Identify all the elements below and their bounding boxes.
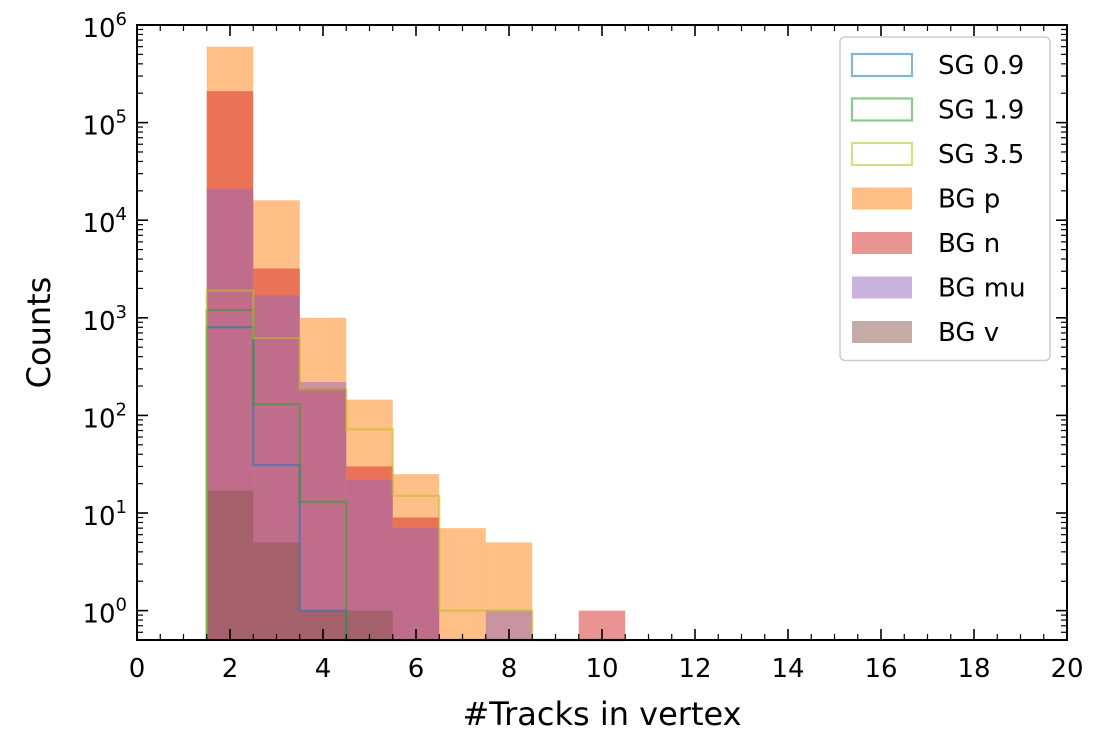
x-axis-label: #Tracks in vertex	[462, 695, 741, 733]
x-tick-label: 14	[771, 654, 804, 684]
y-tick-label: 100	[82, 595, 127, 630]
y-tick-label-exponent: 1	[116, 497, 127, 518]
legend-item-sg-1-9: SG 1.9	[850, 96, 1024, 126]
legend-swatch-bg-n	[852, 232, 912, 254]
y-tick-label: 106	[82, 9, 127, 44]
y-tick-label-exponent: 0	[116, 595, 127, 616]
legend-swatch-sg-3-5	[850, 141, 914, 167]
legend-swatch-sg-0-9	[850, 52, 914, 78]
y-tick-label-base: 10	[82, 112, 115, 142]
legend-item-bg-mu: BG mu	[852, 274, 1026, 304]
x-tick-label: 20	[1050, 654, 1083, 684]
x-tick-label: 16	[864, 654, 897, 684]
bar-bg-v-bin-1	[253, 542, 300, 640]
bar-bg-mu-bin-2	[299, 381, 347, 640]
x-tick-label: 4	[315, 654, 332, 684]
y-tick-label-base: 10	[82, 600, 115, 630]
y-tick-label-exponent: 4	[116, 204, 127, 225]
x-tick-label: 0	[129, 654, 146, 684]
y-tick-label-exponent: 2	[116, 399, 127, 420]
legend-label-bg-p: BG p	[938, 185, 1000, 215]
x-tick-label: 8	[501, 654, 518, 684]
legend-label-sg-1-9: SG 1.9	[938, 96, 1024, 126]
legend-item-sg-3-5: SG 3.5	[850, 140, 1024, 170]
legend-label-bg-mu: BG mu	[938, 274, 1026, 304]
x-tick-label: 10	[585, 654, 618, 684]
bar-bg-v-bin-0	[206, 490, 254, 640]
x-tick-label: 12	[678, 654, 711, 684]
bar-bg-p-bin-5	[439, 528, 486, 640]
y-tick-label-exponent: 3	[116, 302, 127, 323]
y-tick-label-base: 10	[82, 404, 115, 434]
legend-items: SG 0.9 SG 1.9 SG 3.5 BG p BG n BG mu BG v	[850, 51, 1026, 348]
legend-swatch-bg-mu	[852, 276, 912, 299]
legend-item-sg-0-9: SG 0.9	[850, 51, 1024, 81]
legend-label-bg-n: BG n	[938, 229, 1000, 259]
x-tick-label: 2	[222, 654, 239, 684]
x-tick-label: 6	[408, 654, 425, 684]
y-tick-label: 104	[82, 204, 127, 239]
y-tick-label-exponent: 6	[116, 9, 127, 30]
y-tick-label: 105	[82, 107, 127, 142]
step-sg-3-5	[205, 289, 626, 642]
y-axis-label: Counts	[20, 277, 58, 389]
x-tick-label: 18	[957, 654, 990, 684]
y-tick-label: 102	[82, 399, 127, 434]
y-tick-label-base: 10	[82, 14, 115, 44]
legend-item-bg-p: BG p	[852, 185, 1000, 215]
legend: SG 0.9 SG 1.9 SG 3.5 BG p BG n BG mu BG v	[839, 36, 1051, 362]
y-tick-label-exponent: 5	[116, 107, 127, 128]
y-tick-label: 101	[82, 497, 127, 532]
legend-swatch-bg-v	[852, 321, 912, 343]
legend-item-bg-v: BG v	[852, 318, 999, 348]
bars-layer	[206, 46, 626, 640]
legend-swatch-bg-p	[852, 187, 912, 210]
ticks-layer	[136, 24, 1068, 641]
legend-swatch-sg-1-9	[850, 97, 914, 122]
legend-label-bg-v: BG v	[938, 318, 999, 348]
y-tick-label-base: 10	[82, 209, 115, 239]
legend-item-bg-n: BG n	[852, 229, 1000, 259]
legend-label-sg-0-9: SG 0.9	[938, 51, 1024, 81]
bar-bg-mu-bin-4	[392, 528, 440, 640]
y-tick-label-base: 10	[82, 307, 115, 337]
y-tick-label-base: 10	[82, 502, 115, 532]
legend-label-sg-3-5: SG 3.5	[938, 140, 1024, 170]
y-tick-label: 103	[82, 302, 127, 337]
